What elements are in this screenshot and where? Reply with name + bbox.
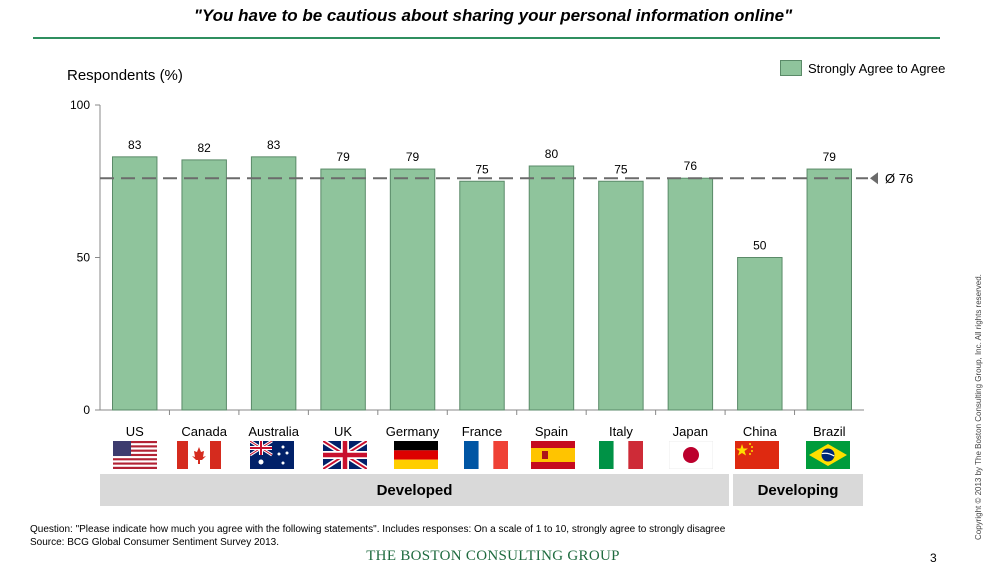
- bar-us: [112, 156, 158, 411]
- canada-flag-icon: [177, 441, 221, 469]
- x-tick-label: Brazil: [813, 424, 846, 439]
- copyright-notice: Copyright © 2013 by The Boston Consultin…: [974, 274, 983, 540]
- bar-uk: [320, 168, 366, 411]
- bar-australia: [250, 156, 297, 411]
- x-tick-label: France: [462, 424, 502, 439]
- data-label: 79: [406, 150, 420, 164]
- x-tick-label: Australia: [248, 424, 299, 439]
- footnote-source: Source: BCG Global Consumer Sentiment Su…: [30, 537, 280, 548]
- legend-label: Strongly Agree to Agree: [808, 60, 946, 76]
- bar-japan: [667, 177, 714, 411]
- data-label: 82: [198, 141, 212, 155]
- data-label: 75: [614, 162, 628, 176]
- data-label: 83: [267, 138, 281, 152]
- x-tick-label: US: [126, 424, 144, 439]
- y-tick-label: 50: [77, 251, 91, 265]
- legend-swatch: [780, 60, 802, 76]
- x-tick-label: Canada: [181, 424, 227, 439]
- bar-brazil: [806, 168, 852, 411]
- group-developing-label: Developing: [757, 481, 839, 499]
- australia-flag-icon: [249, 439, 294, 469]
- france-flag-icon: [464, 441, 508, 469]
- average-marker-icon: [870, 172, 878, 185]
- spain-flag-icon: [531, 441, 575, 469]
- data-label: 79: [336, 150, 350, 164]
- bar-germany: [389, 168, 436, 411]
- x-tick-label: Germany: [386, 424, 440, 439]
- x-tick-label: China: [743, 424, 778, 439]
- data-label: 79: [823, 150, 837, 164]
- x-tick-label: Italy: [609, 424, 633, 439]
- y-axis-label: Respondents (%): [67, 67, 183, 84]
- y-tick-label: 100: [70, 98, 90, 112]
- italy-flag-icon: [599, 441, 643, 469]
- bar-spain: [528, 165, 575, 411]
- group-developed: Developed: [100, 474, 729, 506]
- data-label: 83: [128, 138, 142, 152]
- title-divider: [33, 37, 940, 39]
- data-label: 76: [684, 159, 698, 173]
- group-developing: Developing: [733, 474, 863, 506]
- group-developed-label: Developed: [376, 481, 453, 499]
- page-title: "You have to be cautious about sharing y…: [193, 6, 793, 25]
- y-tick-label: 0: [83, 403, 90, 417]
- x-tick-label: UK: [334, 424, 352, 439]
- footnote-question: Question: "Please indicate how much you …: [30, 524, 726, 535]
- us-flag-icon: [113, 441, 157, 469]
- page-number: 3: [930, 551, 937, 565]
- japan-flag-icon: [668, 440, 714, 470]
- x-tick-label: Japan: [673, 424, 708, 439]
- average-label: Ø 76: [885, 171, 913, 186]
- bar-chart: 0 50 100 83 US 82 Canada 83 Australia 79 UK 79 Germa…: [70, 98, 913, 439]
- brazil-flag-icon: [806, 441, 850, 469]
- x-tick-label: Spain: [535, 424, 568, 439]
- data-label: 75: [475, 162, 489, 176]
- bar-canada: [181, 159, 227, 411]
- data-label: 50: [753, 239, 767, 253]
- germany-flag-icon: [394, 441, 438, 469]
- bar-china: [737, 257, 783, 411]
- brand-logo-text: THE BOSTON CONSULTING GROUP: [366, 548, 620, 564]
- china-flag-icon: [735, 441, 779, 469]
- chart-legend: Strongly Agree to Agree: [780, 60, 945, 76]
- bar-italy: [598, 180, 644, 411]
- uk-flag-icon: [321, 438, 369, 472]
- bar-france: [459, 180, 505, 411]
- data-label: 80: [545, 147, 559, 161]
- footnote: Question: "Please indicate how much you …: [30, 523, 725, 549]
